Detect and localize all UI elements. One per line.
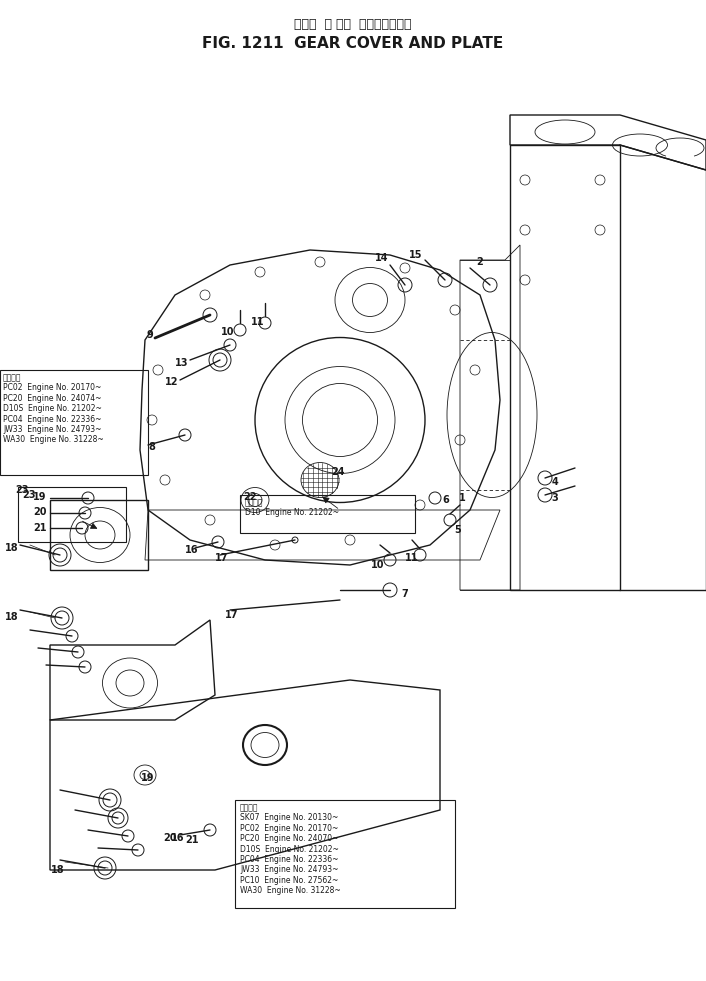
Text: 17: 17	[225, 610, 239, 620]
Text: 20: 20	[163, 833, 176, 843]
Text: FIG. 1211  GEAR COVER AND PLATE: FIG. 1211 GEAR COVER AND PLATE	[203, 36, 503, 51]
Text: 18: 18	[5, 612, 19, 622]
Text: 5: 5	[455, 525, 462, 535]
Text: 24: 24	[331, 467, 345, 477]
Text: 適用号等
D10  Engine No. 21202~: 適用号等 D10 Engine No. 21202~	[245, 498, 339, 517]
Text: 11: 11	[405, 553, 419, 563]
Text: 14: 14	[376, 253, 389, 263]
Text: 7: 7	[402, 589, 408, 599]
Text: 23: 23	[22, 490, 35, 500]
Text: 13: 13	[175, 358, 189, 368]
Text: 8: 8	[148, 442, 155, 452]
Text: 16: 16	[172, 833, 185, 843]
Text: 12: 12	[165, 377, 179, 387]
Text: 15: 15	[409, 250, 423, 260]
Text: 17: 17	[215, 553, 229, 563]
Text: 4: 4	[551, 477, 558, 487]
Text: 18: 18	[52, 865, 65, 875]
Text: ギヤー  カ バー  およびプレート: ギヤー カ バー およびプレート	[294, 18, 412, 31]
Text: 3: 3	[551, 493, 558, 503]
Text: 適用号等
PC02  Engine No. 20170~
PC20  Engine No. 24074~
D10S  Engine No. 21202~
PC0: 適用号等 PC02 Engine No. 20170~ PC20 Engine …	[3, 373, 104, 444]
Text: 1: 1	[459, 493, 465, 503]
Text: 11: 11	[251, 317, 265, 327]
Text: 19: 19	[141, 773, 155, 783]
Text: 2: 2	[477, 257, 484, 267]
Text: 10: 10	[371, 560, 385, 570]
Text: 18: 18	[5, 543, 19, 553]
Text: 20: 20	[33, 507, 47, 517]
Text: 21: 21	[185, 835, 199, 845]
Text: 適用号等
SK07  Engine No. 20130~
PC02  Engine No. 20170~
PC20  Engine No. 24070~
D10: 適用号等 SK07 Engine No. 20130~ PC02 Engine …	[240, 803, 341, 896]
Text: 16: 16	[185, 545, 199, 555]
Text: 9: 9	[147, 330, 153, 340]
Text: 22: 22	[244, 492, 257, 502]
Text: 21: 21	[33, 523, 47, 533]
Text: 19: 19	[33, 492, 47, 502]
Text: 10: 10	[221, 327, 235, 337]
Text: 6: 6	[443, 495, 450, 505]
Text: 23: 23	[16, 485, 29, 495]
